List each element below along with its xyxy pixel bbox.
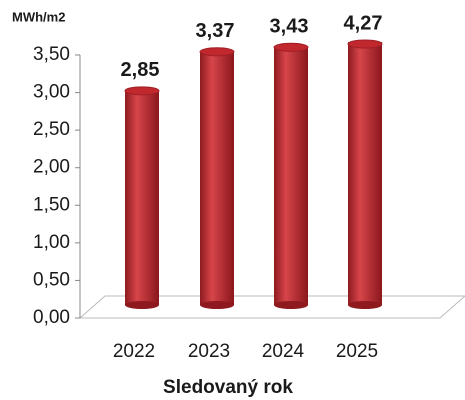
bar [200, 51, 234, 305]
bar-base [200, 301, 234, 309]
bar-top [124, 86, 160, 96]
y-tick-label: 0,50 [33, 269, 70, 290]
value-label: 4,27 [344, 12, 383, 34]
x-tick-label: 2022 [113, 341, 155, 362]
x-tick-label: 2025 [336, 341, 378, 362]
x-axis-label: Sledovaný rok [163, 377, 293, 398]
bar [348, 42, 382, 305]
y-tick-label: 3,00 [33, 82, 70, 103]
y-tick-label: 1,50 [33, 194, 70, 215]
y-tick-label: 3,50 [33, 44, 70, 65]
y-tick-label: 2,50 [33, 119, 70, 140]
value-label: 3,37 [196, 20, 235, 42]
value-label: 2,85 [121, 59, 160, 81]
y-tick-label: 1,00 [33, 232, 70, 253]
bar-base [348, 301, 382, 309]
bar [274, 47, 308, 305]
bar-base [274, 301, 308, 309]
bar [125, 90, 159, 305]
bar-top [199, 47, 235, 57]
x-tick-label: 2023 [188, 341, 230, 362]
y-axis-label: MWh/m2 [12, 9, 65, 24]
bar-base [125, 301, 159, 309]
value-label: 3,43 [270, 16, 309, 38]
y-tick-label: 2,00 [33, 157, 70, 178]
bar-top [273, 42, 309, 52]
y-tick-label: 0,00 [33, 307, 70, 328]
bar-top [347, 39, 383, 49]
x-tick-label: 2024 [262, 341, 305, 362]
bars [125, 42, 382, 309]
